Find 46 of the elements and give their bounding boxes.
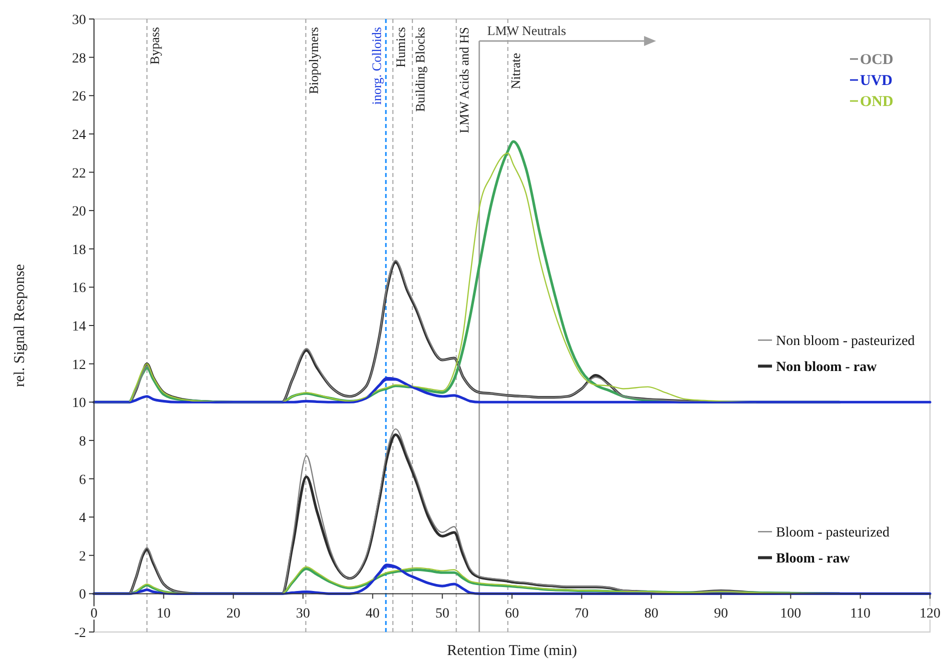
y-tick-label: 24	[72, 128, 86, 143]
x-tick-label: 100	[780, 606, 802, 622]
x-axis-title: Retention Time (min)	[446, 643, 578, 659]
y-tick-label: 4	[79, 511, 86, 526]
x-tick-label: 50	[435, 606, 450, 622]
ref-line-label: inorg. Colloids	[368, 27, 384, 105]
x-tick-label: 30	[296, 606, 310, 622]
annotation: OND	[860, 94, 894, 110]
y-tick-label: 12	[72, 358, 86, 373]
x-tick-label: 80	[644, 606, 658, 622]
y-tick-label: 30	[72, 13, 86, 28]
x-tick-label: 120	[920, 606, 940, 622]
y-tick-label: 16	[72, 281, 86, 296]
legend-label: Bloom - raw	[776, 552, 851, 567]
annotation: OCD	[860, 52, 894, 68]
y-tick-label: 10	[72, 396, 86, 412]
x-tick-label: 20	[226, 606, 240, 622]
x-tick-label: 70	[574, 606, 589, 622]
y-tick-label: 28	[72, 51, 86, 66]
ref-line-label: Nitrate	[508, 52, 523, 90]
ref-line-label: Biopolymers	[306, 27, 321, 94]
y-tick-label: 0	[79, 588, 86, 603]
y-axis-title: rel. Signal Response	[12, 264, 28, 387]
ref-line-label: Building Blocks	[412, 27, 428, 112]
x-tick-label: 40	[366, 606, 380, 622]
x-tick-label: 90	[714, 606, 728, 622]
ref-line-label: LMW Acids and HS	[456, 27, 472, 134]
y-tick-label: 18	[72, 242, 86, 258]
ref-line-label: LMW Neutrals	[487, 23, 566, 38]
ref-line-label: Bypass	[146, 27, 162, 65]
legend-label: Non bloom - raw	[776, 360, 878, 376]
y-tick-label: 20	[72, 204, 86, 220]
x-tick-label: 10	[156, 606, 171, 622]
annotation: UVD	[860, 73, 893, 89]
x-tick-label: 110	[850, 606, 871, 622]
y-tick-label: -2	[74, 626, 86, 641]
y-tick-label: 26	[72, 90, 86, 105]
y-tick-label: 6	[79, 472, 86, 488]
y-tick-label: 14	[72, 320, 86, 334]
x-tick-label: 60	[505, 606, 519, 622]
legend-label: Bloom - pasteurized	[776, 526, 890, 541]
ref-line-label: Humics	[392, 27, 408, 68]
y-tick-label: 8	[79, 434, 86, 450]
y-tick-label: 2	[79, 549, 86, 564]
legend-label: Non bloom - pasteurized	[776, 334, 915, 350]
y-tick-label: 22	[72, 166, 86, 182]
